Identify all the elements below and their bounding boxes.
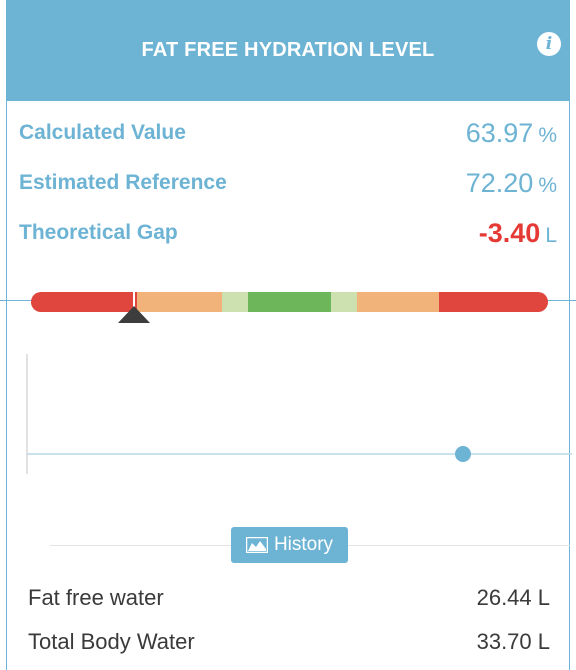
history-button[interactable]: History [231, 527, 348, 563]
metric-unit: % [538, 173, 557, 197]
scale-marker-icon [118, 306, 151, 323]
footer-label: Total Body Water [28, 629, 195, 654]
scale-segment-low-red [31, 292, 137, 312]
metric-theoretical-gap: Theoretical Gap -3.40 L [19, 213, 557, 253]
metric-number: 72.20 [465, 167, 534, 198]
footer-value: 26.44 L [476, 585, 550, 610]
info-icon[interactable]: i [537, 32, 561, 56]
hydration-card: FAT FREE HYDRATION LEVEL i Calculated Va… [6, 0, 570, 670]
metric-unit: L [545, 223, 557, 247]
metric-number: -3.40 [478, 217, 541, 248]
history-chart [26, 354, 572, 474]
metric-estimated-reference: Estimated Reference 72.20% [19, 163, 557, 203]
metric-label: Calculated Value [19, 121, 186, 144]
area-chart-icon [245, 537, 268, 553]
scale-segment-high-lightgreen [331, 292, 357, 312]
metric-label: Estimated Reference [19, 171, 227, 194]
scale-segment-high-red [439, 292, 548, 312]
metric-value: 72.20% [466, 168, 557, 199]
metric-number: 63.97 [465, 117, 534, 148]
metric-value: -3.40 L [479, 218, 557, 249]
history-button-label: History [273, 534, 334, 555]
metric-unit: % [538, 123, 557, 147]
scale-segment-green [248, 292, 331, 312]
scale-segment-low-lightgreen [222, 292, 248, 312]
card-header: FAT FREE HYDRATION LEVEL i [7, 0, 569, 101]
scale-marker-line [133, 292, 136, 308]
footer-row-total-body-water: Total Body Water 33.70 L [28, 627, 550, 657]
metric-calculated-value: Calculated Value 63.97% [19, 113, 557, 153]
metric-label: Theoretical Gap [19, 221, 178, 244]
metric-value: 63.97% [466, 118, 557, 149]
metrics-section: Calculated Value 63.97% Estimated Refere… [7, 101, 569, 301]
scale-segment-low-orange [137, 292, 222, 312]
hydration-scale-bar [31, 292, 548, 312]
footer-row-fat-free-water: Fat free water 26.44 L [28, 583, 550, 613]
history-point[interactable] [455, 446, 471, 462]
card-title: FAT FREE HYDRATION LEVEL [141, 39, 435, 61]
scale-segment-high-orange [357, 292, 439, 312]
footer-label: Fat free water [28, 585, 164, 610]
footer-value: 33.70 L [476, 629, 550, 654]
